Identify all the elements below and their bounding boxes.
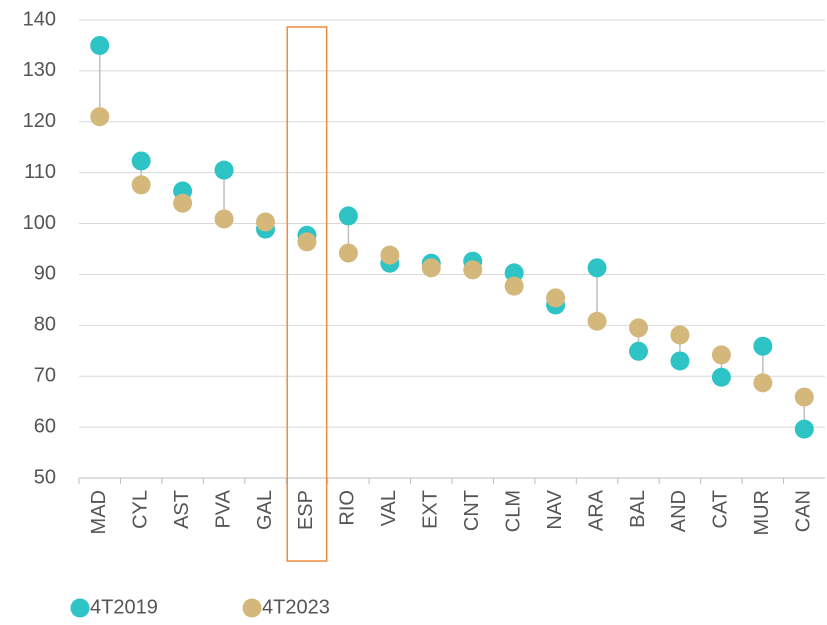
x-tick-label: VAL <box>378 490 400 526</box>
y-tick-label: 50 <box>34 466 56 488</box>
dot <box>629 341 648 361</box>
x-tick-label: AND <box>668 490 690 532</box>
y-tick-label: 70 <box>34 365 56 387</box>
x-tick-label: CAT <box>710 490 732 529</box>
legend-label: 4T2019 <box>90 596 158 618</box>
highlight-box <box>286 26 328 562</box>
x-tick-label: CYL <box>129 490 151 529</box>
x-tick-label: RIO <box>337 490 359 526</box>
dot <box>338 243 358 263</box>
x-tick-label: MAD <box>88 490 110 534</box>
dot <box>214 209 234 229</box>
dot <box>753 373 773 393</box>
x-tick-label: CLM <box>502 490 524 532</box>
dot <box>546 288 566 308</box>
dot <box>711 345 731 365</box>
y-tick-label: 60 <box>34 415 56 437</box>
dot <box>214 160 234 180</box>
dot <box>131 151 151 171</box>
dot <box>753 336 773 356</box>
x-tick-label: CNT <box>461 490 483 531</box>
legend-marker <box>242 598 262 618</box>
x-tick-label: GAL <box>254 490 276 530</box>
legend-label: 4T2023 <box>262 596 330 618</box>
x-tick-label: ARA <box>585 489 607 531</box>
x-tick-label: ESP <box>295 490 317 530</box>
y-tick-label: 130 <box>23 59 56 81</box>
dot <box>794 419 814 439</box>
dot <box>90 107 110 127</box>
dot <box>338 206 358 226</box>
y-tick-label: 110 <box>24 161 56 183</box>
dot <box>463 260 483 280</box>
dot <box>297 232 317 252</box>
x-tick-label: EXT <box>420 490 442 529</box>
y-tick-label: 140 <box>23 8 56 30</box>
x-tick-label: PVA <box>212 489 234 528</box>
dot <box>629 318 648 338</box>
y-tick-label: 120 <box>23 110 56 132</box>
dot <box>421 258 441 278</box>
dot <box>504 276 524 296</box>
y-tick-label: 90 <box>34 263 56 285</box>
dot <box>256 212 275 232</box>
dot <box>711 367 731 387</box>
legend-marker <box>70 598 90 618</box>
dot <box>794 387 814 407</box>
dot <box>131 175 151 195</box>
dot <box>173 193 193 213</box>
dot <box>587 258 607 278</box>
y-tick-label: 80 <box>34 314 56 336</box>
y-tick-label: 100 <box>23 212 56 234</box>
dot <box>504 263 524 283</box>
x-tick-label: CAN <box>793 490 815 532</box>
x-tick-label: AST <box>171 490 193 529</box>
dot <box>90 35 110 55</box>
dot <box>670 325 690 345</box>
dot <box>380 245 400 265</box>
dot <box>587 311 607 331</box>
x-tick-label: BAL <box>627 490 649 528</box>
dot <box>670 351 690 371</box>
x-tick-label: MUR <box>751 490 773 536</box>
x-tick-label: NAV <box>544 489 566 529</box>
